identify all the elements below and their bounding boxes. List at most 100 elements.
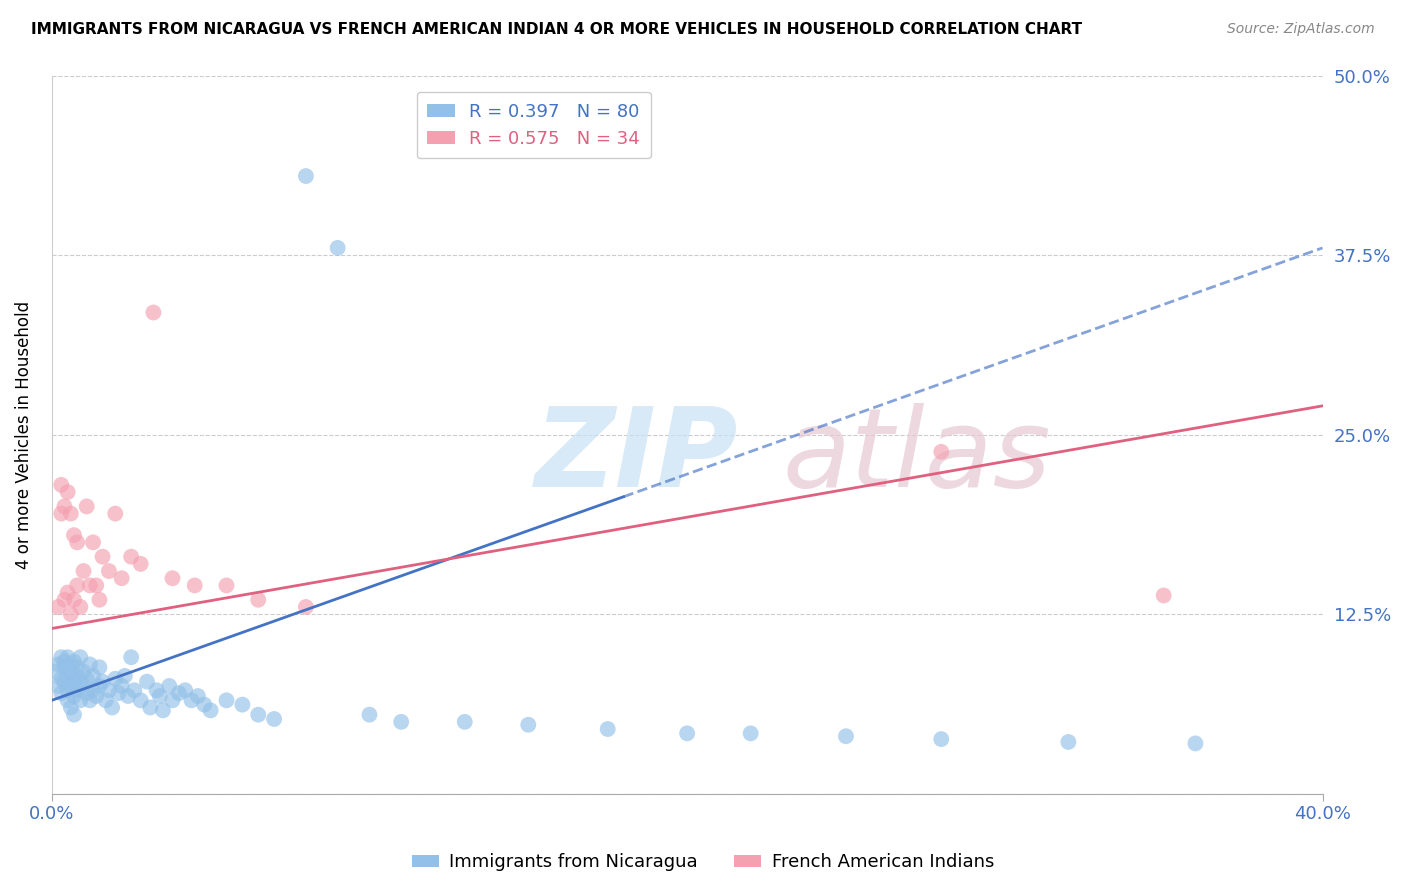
Point [46, 679, 69, 693]
Point [69, 650, 91, 665]
Point [167, 686, 190, 700]
Point [215, 578, 238, 592]
Point [183, 578, 205, 592]
Point [104, 672, 127, 686]
Point [66, 669, 89, 683]
Point [187, 689, 209, 703]
Point [59, 679, 82, 693]
Point [193, 698, 215, 712]
Point [53, 500, 76, 514]
Point [82, 683, 104, 698]
Point [66, 660, 89, 674]
Point [117, 689, 139, 703]
Point [53, 592, 76, 607]
Point [295, 599, 318, 614]
Point [295, 169, 318, 183]
Point [114, 669, 136, 683]
Point [835, 729, 858, 743]
Point [129, 557, 152, 571]
Point [107, 686, 129, 700]
Point [79, 578, 101, 592]
Point [215, 693, 238, 707]
Point [359, 707, 381, 722]
Point [929, 732, 952, 747]
Point [247, 707, 270, 722]
Point [46, 599, 69, 614]
Point [389, 714, 412, 729]
Point [59, 665, 82, 679]
Point [56, 650, 79, 665]
Point [44, 665, 66, 679]
Text: atlas: atlas [783, 402, 1052, 509]
Point [120, 650, 142, 665]
Point [72, 564, 94, 578]
Point [152, 703, 174, 717]
Point [162, 571, 184, 585]
Point [89, 592, 111, 607]
Point [59, 607, 82, 621]
Point [63, 592, 86, 607]
Point [139, 700, 162, 714]
Point [89, 660, 111, 674]
Point [63, 689, 86, 703]
Point [59, 507, 82, 521]
Point [740, 726, 762, 740]
Point [51, 507, 73, 521]
Point [157, 679, 180, 693]
Point [56, 485, 79, 500]
Point [56, 669, 79, 683]
Point [66, 578, 89, 592]
Point [63, 707, 86, 722]
Point [111, 679, 134, 693]
Point [91, 549, 114, 564]
Point [326, 241, 349, 255]
Point [111, 571, 134, 585]
Point [247, 592, 270, 607]
Point [51, 650, 73, 665]
Point [56, 693, 79, 707]
Point [46, 657, 69, 672]
Point [66, 535, 89, 549]
Point [63, 674, 86, 689]
Point [53, 674, 76, 689]
Point [1184, 736, 1206, 750]
Point [180, 693, 202, 707]
Point [101, 700, 124, 714]
Point [79, 693, 101, 707]
Point [82, 535, 104, 549]
Point [200, 703, 222, 717]
Point [929, 445, 952, 459]
Point [84, 578, 107, 592]
Point [69, 599, 91, 614]
Point [97, 564, 120, 578]
Point [82, 669, 104, 683]
Point [263, 712, 285, 726]
Point [89, 679, 111, 693]
Point [120, 549, 142, 564]
Point [1057, 735, 1080, 749]
Point [76, 686, 98, 700]
Point [63, 528, 86, 542]
Point [69, 693, 91, 707]
Point [59, 657, 82, 672]
Point [174, 683, 197, 698]
Point [51, 672, 73, 686]
Text: IMMIGRANTS FROM NICARAGUA VS FRENCH AMERICAN INDIAN 4 OR MORE VEHICLES IN HOUSEH: IMMIGRANTS FROM NICARAGUA VS FRENCH AMER… [31, 22, 1083, 37]
Point [162, 693, 184, 707]
Point [145, 683, 167, 698]
Point [56, 585, 79, 599]
Point [91, 674, 114, 689]
Point [94, 693, 117, 707]
Point [454, 714, 477, 729]
Point [51, 686, 73, 700]
Point [66, 683, 89, 698]
Point [79, 657, 101, 672]
Point [142, 305, 165, 319]
Point [53, 660, 76, 674]
Point [53, 655, 76, 669]
Point [63, 655, 86, 669]
Point [596, 722, 619, 736]
Text: Source: ZipAtlas.com: Source: ZipAtlas.com [1227, 22, 1375, 37]
Point [124, 683, 146, 698]
Point [517, 717, 540, 731]
